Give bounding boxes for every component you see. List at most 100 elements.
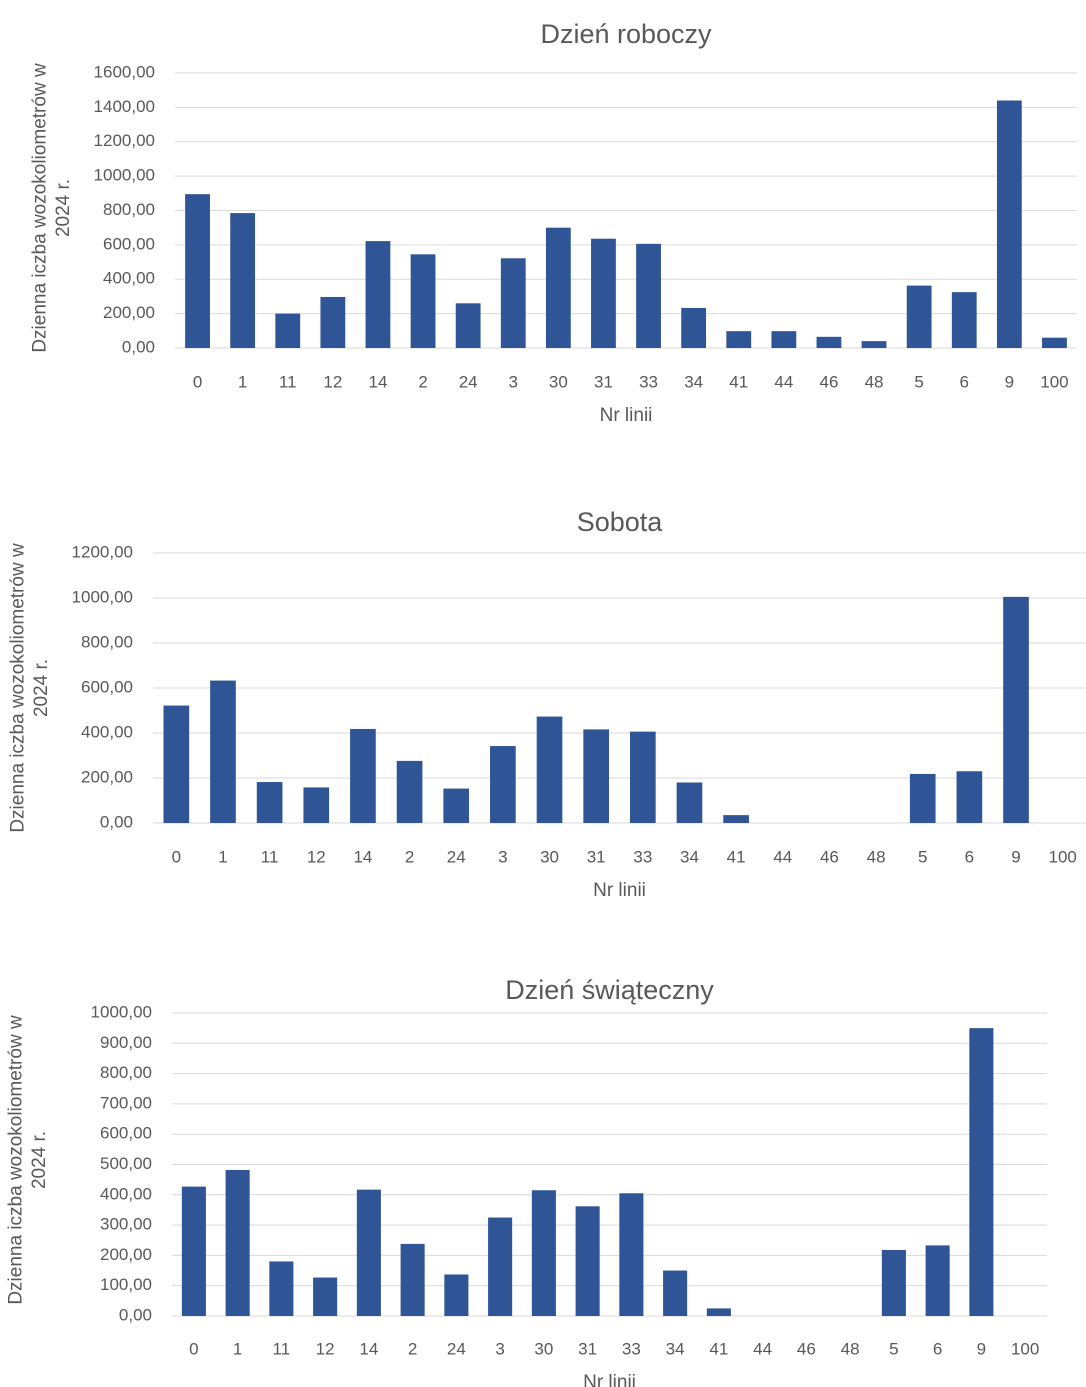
chart1-x-tick-label: 5 bbox=[914, 372, 923, 391]
chart2-x-tick-label: 6 bbox=[965, 847, 974, 866]
chart1-bar-5 bbox=[906, 285, 932, 348]
chart3-y-tick-label: 100,00 bbox=[100, 1275, 152, 1294]
chart3-x-tick-label: 100 bbox=[1011, 1339, 1039, 1358]
chart3-bar-14 bbox=[356, 1189, 381, 1316]
chart2-x-tick-label: 5 bbox=[918, 847, 927, 866]
chart3-x-tick-label: 41 bbox=[709, 1339, 728, 1358]
chart2-x-tick-label: 34 bbox=[680, 847, 699, 866]
chart2-x-axis-label: Nr linii bbox=[593, 880, 646, 901]
chart1-bar-1 bbox=[230, 213, 256, 348]
chart3-x-tick-label: 5 bbox=[889, 1339, 898, 1358]
chart2-x-tick-label: 31 bbox=[587, 847, 606, 866]
chart1-x-tick-label: 34 bbox=[684, 372, 703, 391]
chart1-x-tick-label: 41 bbox=[729, 372, 748, 391]
chart1-x-tick-label: 12 bbox=[323, 372, 342, 391]
chart2-bar-34 bbox=[676, 782, 703, 823]
chart1-x-tick-label: 3 bbox=[509, 372, 518, 391]
chart3-y-tick-label: 800,00 bbox=[100, 1063, 152, 1082]
chart2-x-tick-label: 11 bbox=[261, 847, 279, 866]
chart3-y-tick-label: 600,00 bbox=[100, 1124, 152, 1143]
chart2-x-tick-label: 3 bbox=[498, 847, 507, 866]
chart2-bar-33 bbox=[629, 731, 656, 823]
chart1-bar-34 bbox=[681, 307, 707, 348]
chart1-x-tick-label: 14 bbox=[368, 372, 387, 391]
chart2-bar-14 bbox=[350, 728, 376, 823]
chart2-x-tick-label: 0 bbox=[172, 847, 181, 866]
chart3-x-tick-label: 44 bbox=[753, 1339, 772, 1358]
chart2-bar-9 bbox=[1003, 596, 1029, 823]
chart3-bar-9 bbox=[969, 1028, 994, 1316]
chart1-bar-100 bbox=[1042, 337, 1067, 348]
chart2-y-tick-label: 800,00 bbox=[81, 632, 133, 651]
chart2-bar-6 bbox=[956, 771, 983, 823]
chart1-x-tick-label: 1 bbox=[238, 372, 247, 391]
chart3-bar-41 bbox=[706, 1308, 731, 1316]
chart2-x-tick-label: 44 bbox=[773, 847, 792, 866]
chart2-bar-1 bbox=[210, 680, 236, 823]
chart1-y-tick-label: 1400,00 bbox=[94, 97, 155, 116]
chart3-x-tick-label: 3 bbox=[495, 1339, 504, 1358]
chart3-bar-31 bbox=[575, 1206, 600, 1316]
chart3-y-tick-label: 200,00 bbox=[100, 1245, 152, 1264]
chart3-bar-24 bbox=[444, 1274, 469, 1316]
chart1-bar-48 bbox=[861, 341, 887, 348]
chart1-bar-9 bbox=[996, 100, 1022, 348]
chart3-y-axis-label-line: Dzienna iczba wozokoliometrów w bbox=[5, 1015, 26, 1305]
chart2-x-tick-label: 30 bbox=[540, 847, 559, 866]
chart2-bar-5 bbox=[909, 773, 936, 823]
chart1-y-axis-label-line: Dzienna iczba wozokoliometrów w bbox=[29, 63, 50, 353]
chart1-y-tick-label: 600,00 bbox=[103, 234, 155, 253]
chart3-x-tick-label: 2 bbox=[408, 1339, 417, 1358]
chart2-x-tick-label: 33 bbox=[633, 847, 652, 866]
chart2-bar-11 bbox=[256, 782, 283, 823]
chart3-x-tick-label: 12 bbox=[316, 1339, 335, 1358]
chart1-bar-11 bbox=[275, 313, 301, 348]
chart1-bar-2 bbox=[410, 254, 436, 348]
chart2-y-tick-label: 0,00 bbox=[100, 812, 133, 831]
chart3-x-tick-label: 9 bbox=[977, 1339, 986, 1358]
chart3-bar-33 bbox=[619, 1193, 644, 1316]
chart1-x-tick-label: 9 bbox=[1005, 372, 1014, 391]
chart1-y-axis-label-line: 2024 r. bbox=[53, 179, 74, 237]
chart1-bar-30 bbox=[545, 227, 571, 348]
chart3-bar-1 bbox=[225, 1169, 250, 1316]
chart3-bar-0 bbox=[181, 1186, 206, 1316]
chart3-x-tick-label: 14 bbox=[359, 1339, 378, 1358]
chart1-y-tick-label: 1000,00 bbox=[94, 166, 155, 185]
chart2-bar-24 bbox=[443, 788, 470, 823]
chart1-x-tick-label: 30 bbox=[549, 372, 568, 391]
chart1-x-tick-label: 48 bbox=[865, 372, 884, 391]
chart1-x-tick-label: 6 bbox=[960, 372, 969, 391]
chart3-x-tick-label: 6 bbox=[933, 1339, 942, 1358]
chart1-x-tick-label: 11 bbox=[279, 372, 297, 391]
chart2-y-tick-label: 400,00 bbox=[81, 722, 133, 741]
chart1-x-tick-label: 46 bbox=[819, 372, 838, 391]
chart2-x-tick-label: 48 bbox=[867, 847, 886, 866]
chart1-title: Dzień roboczy bbox=[540, 19, 712, 49]
chart3-y-tick-label: 400,00 bbox=[100, 1184, 152, 1203]
chart2-y-tick-label: 1200,00 bbox=[72, 542, 133, 561]
chart2-x-tick-label: 2 bbox=[405, 847, 414, 866]
chart3-x-tick-label: 1 bbox=[233, 1339, 242, 1358]
chart1-x-tick-label: 31 bbox=[594, 372, 613, 391]
chart3-bar-30 bbox=[531, 1190, 556, 1316]
chart1-bar-12 bbox=[320, 296, 346, 348]
chart1-bar-44 bbox=[771, 331, 797, 348]
chart2-bar-30 bbox=[536, 716, 563, 823]
chart3-x-tick-label: 31 bbox=[578, 1339, 597, 1358]
chart1-x-tick-label: 100 bbox=[1040, 372, 1068, 391]
chart1-x-tick-label: 33 bbox=[639, 372, 658, 391]
chart2-bar-0 bbox=[163, 705, 190, 823]
chart2-x-tick-label: 14 bbox=[353, 847, 372, 866]
chart1-x-tick-label: 0 bbox=[193, 372, 202, 391]
chart2-bar-41 bbox=[723, 815, 749, 823]
chart2-y-tick-label: 200,00 bbox=[81, 767, 133, 786]
chart1-x-tick-label: 24 bbox=[459, 372, 478, 391]
chart3-y-tick-label: 0,00 bbox=[119, 1305, 152, 1324]
chart2-y-axis-label-line: 2024 r. bbox=[31, 659, 52, 717]
chart2-x-tick-label: 46 bbox=[820, 847, 839, 866]
chart3-bar-11 bbox=[269, 1261, 294, 1316]
chart1-bar-46 bbox=[816, 336, 842, 348]
chart2-x-tick-label: 24 bbox=[447, 847, 466, 866]
